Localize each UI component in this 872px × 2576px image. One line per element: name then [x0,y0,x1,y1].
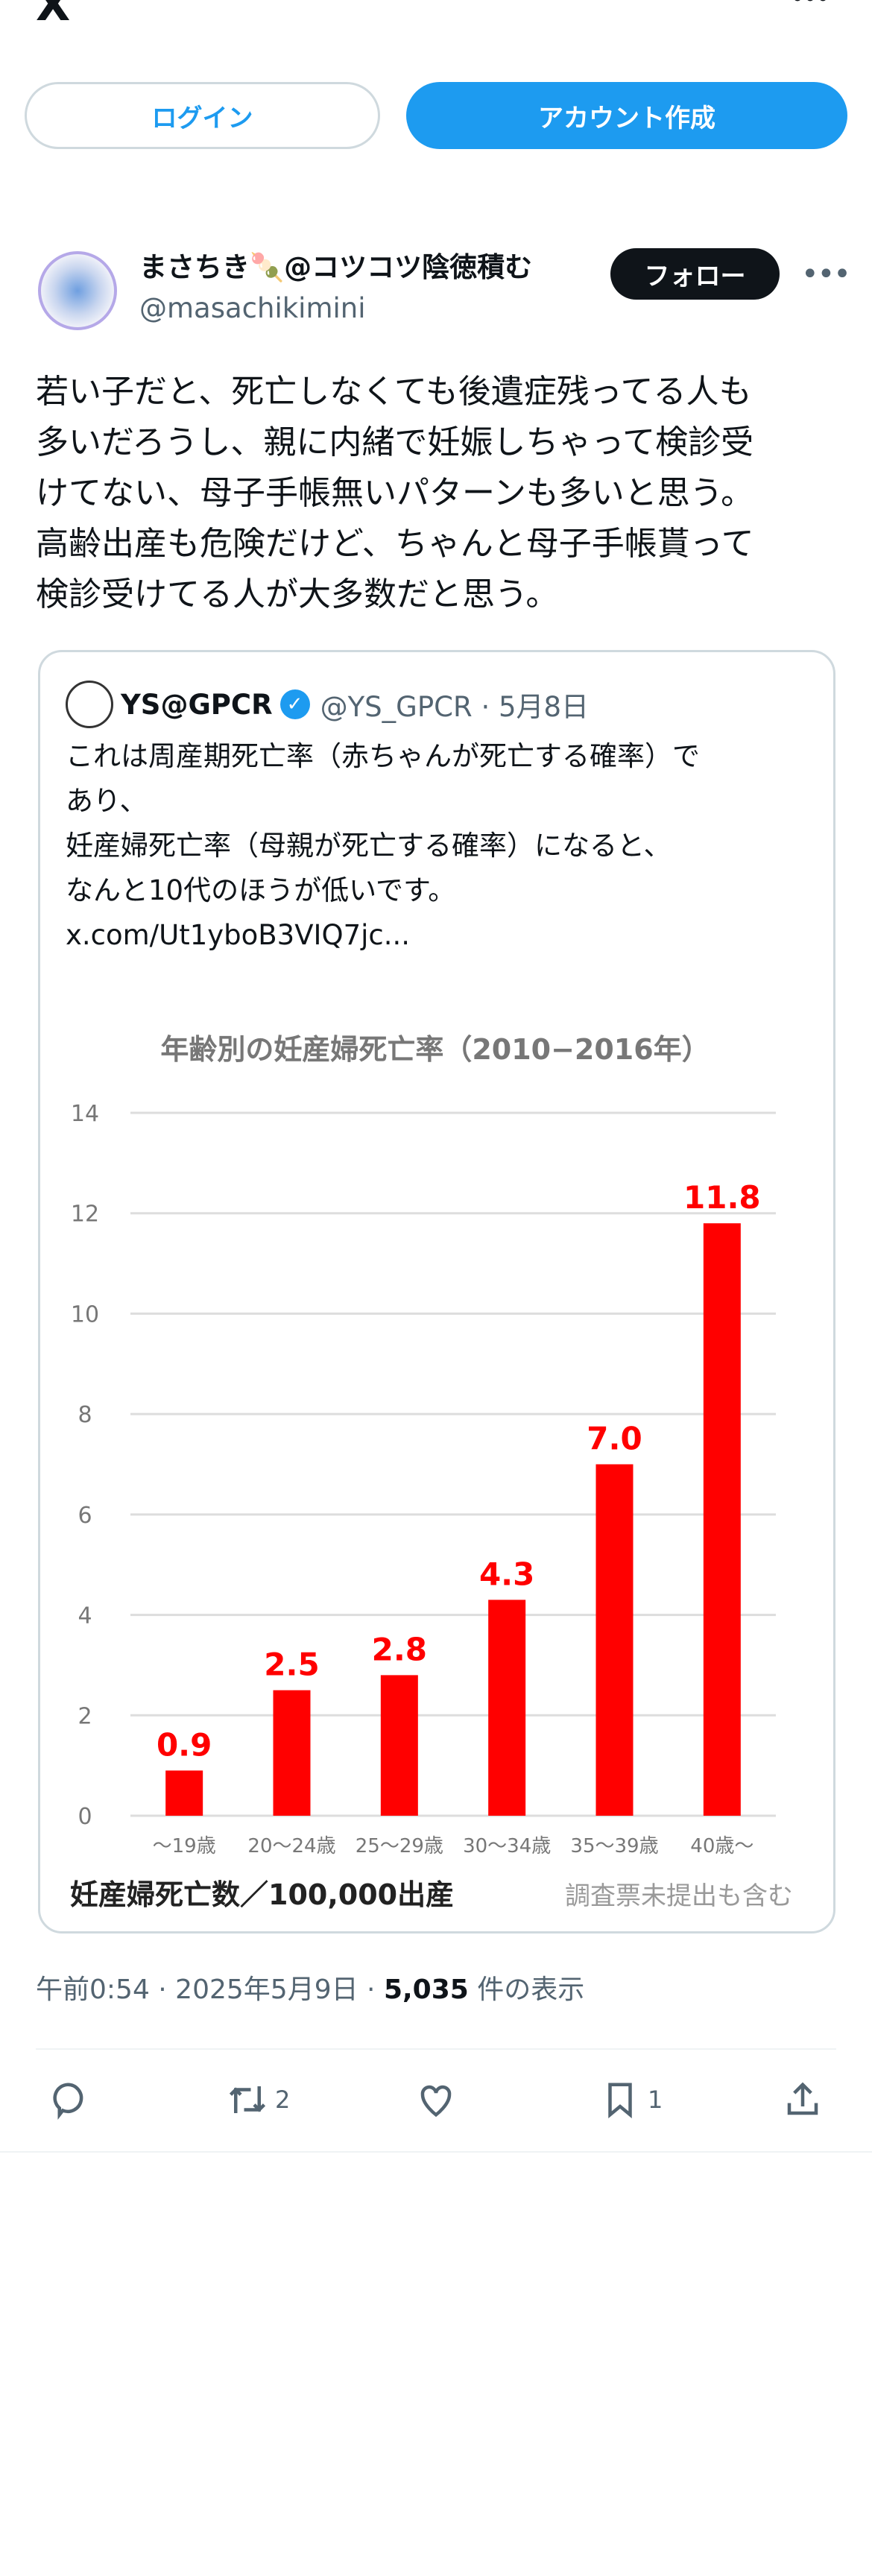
y-tick-label: 4 [78,1603,92,1629]
reply-button[interactable] [48,2080,88,2120]
timestamp[interactable]: 午前0:54 · 2025年5月9日 · [36,1974,384,2005]
chart-title: 年齢別の妊産婦死亡率（2010−2016年） [160,1033,710,1066]
bookmark-count: 1 [648,2086,663,2114]
y-tick-label: 2 [78,1703,92,1729]
divider [36,2048,836,2050]
bar-value-label: 2.8 [372,1631,427,1667]
x-logo[interactable]: X [36,0,71,31]
retweet-button[interactable]: 2 [227,2080,290,2120]
bar-chart[interactable]: 年齢別の妊産婦死亡率（2010−2016年） 0 2 4 6 8 10 12 14 0.9 〜19… [40,988,835,1933]
x-tick-label: 40歳〜 [690,1835,753,1857]
tweet-line: けてない、母子手帳無いパターンも多いと思う。 [36,474,754,512]
bookmark-button[interactable]: 1 [600,2080,663,2120]
display-name[interactable]: まさちき🍡@コツコツ陰徳積む [139,251,533,283]
share-icon [787,2082,818,2115]
like-button[interactable] [416,2080,456,2120]
tweet-meta: 午前0:54 · 2025年5月9日 · 5,035 件の表示 [36,1968,584,2007]
username[interactable]: @masachikimini [139,292,366,324]
quoted-tweet[interactable]: YS@GPCR ✓ @YS_GPCR · 5月8日 これは周産期死亡率（赤ちゃん… [38,650,835,1933]
y-tick-label: 8 [78,1402,92,1428]
y-tick-label: 6 [78,1503,92,1529]
quote-line: あり、 [66,785,148,817]
quote-line: これは周産期死亡率（赤ちゃんが死亡する確率）で [66,740,700,772]
divider [0,2151,872,2153]
more-menu-button[interactable]: ••• [790,0,830,13]
follow-button[interactable]: フォロー [610,248,780,300]
quote-header: YS@GPCR ✓ @YS_GPCR · 5月8日 [66,681,589,728]
create-account-button[interactable]: アカウント作成 [406,82,847,149]
bookmark-icon [608,2083,632,2119]
bar-value-label: 11.8 [683,1179,761,1216]
y-tick-label: 12 [71,1202,99,1228]
bar[interactable] [595,1464,634,1816]
bar-value-label: 4.3 [479,1556,534,1592]
y-tick-label: 10 [71,1301,99,1328]
view-count: 5,035 [383,1974,469,2005]
retweet-count: 2 [275,2086,291,2114]
bar-value-label: 0.9 [157,1726,212,1763]
login-button[interactable]: ログイン [25,82,380,149]
quote-line: なんと10代のほうが低いです。 [66,874,456,906]
tweet-text: 若い子だと、死亡しなくても後遺症残ってる人も 多いだろうし、親に内緒で妊娠しちゃ… [36,367,841,620]
bar-value-label: 2.5 [264,1647,319,1683]
reply-icon [53,2083,83,2120]
y-tick-label: 14 [71,1101,99,1127]
verified-badge-icon: ✓ [279,689,310,719]
x-tick-label: 30〜34歳 [463,1835,551,1857]
x-tick-label: 35〜39歳 [570,1835,658,1857]
heart-icon [420,2085,452,2118]
y-tick-label: 0 [78,1804,92,1830]
bar[interactable] [703,1223,741,1816]
bar[interactable] [488,1600,526,1816]
quote-handle-date: @YS_GPCR · 5月8日 [320,691,590,723]
bar-value-label: 7.0 [587,1421,642,1457]
avatar[interactable] [38,251,117,330]
tweet-line: 若い子だと、死亡しなくても後遺症残ってる人も [36,373,752,411]
retweet-icon [229,2086,266,2113]
tweet-line: 多いだろうし、親に内緒で妊娠しちゃって検診受 [36,423,754,461]
bar[interactable] [273,1690,311,1816]
chart-ylabel: 妊産婦死亡数／100,000出産 [70,1878,454,1911]
quote-line: x.com/Ut1yboB3VIQ7jc... [66,919,411,951]
quote-avatar [66,681,113,728]
tweet-line: 検診受けてる人が大多数だと思う。 [36,575,559,613]
share-button[interactable] [783,2080,823,2120]
more-options-icon[interactable]: ••• [801,257,851,291]
x-tick-label: 〜19歳 [153,1835,216,1857]
x-tick-label: 25〜29歳 [356,1835,443,1857]
quote-line: 妊産婦死亡率（母親が死亡する確率）になると、 [66,830,672,862]
x-tick-label: 20〜24歳 [247,1835,335,1857]
tweet-line: 高齢出産も危険だけど、ちゃんと母子手帳貰って [36,525,754,563]
bar[interactable] [380,1675,418,1816]
views-label: 件の表示 [468,1974,585,2005]
bar[interactable] [165,1770,203,1816]
quote-text: これは周産期死亡率（赤ちゃんが死亡する確率）で あり、 妊産婦死亡率（母親が死亡… [66,734,811,958]
quote-name: YS@GPCR [121,688,273,721]
chart-note: 調査票未提出も含む [565,1881,793,1911]
